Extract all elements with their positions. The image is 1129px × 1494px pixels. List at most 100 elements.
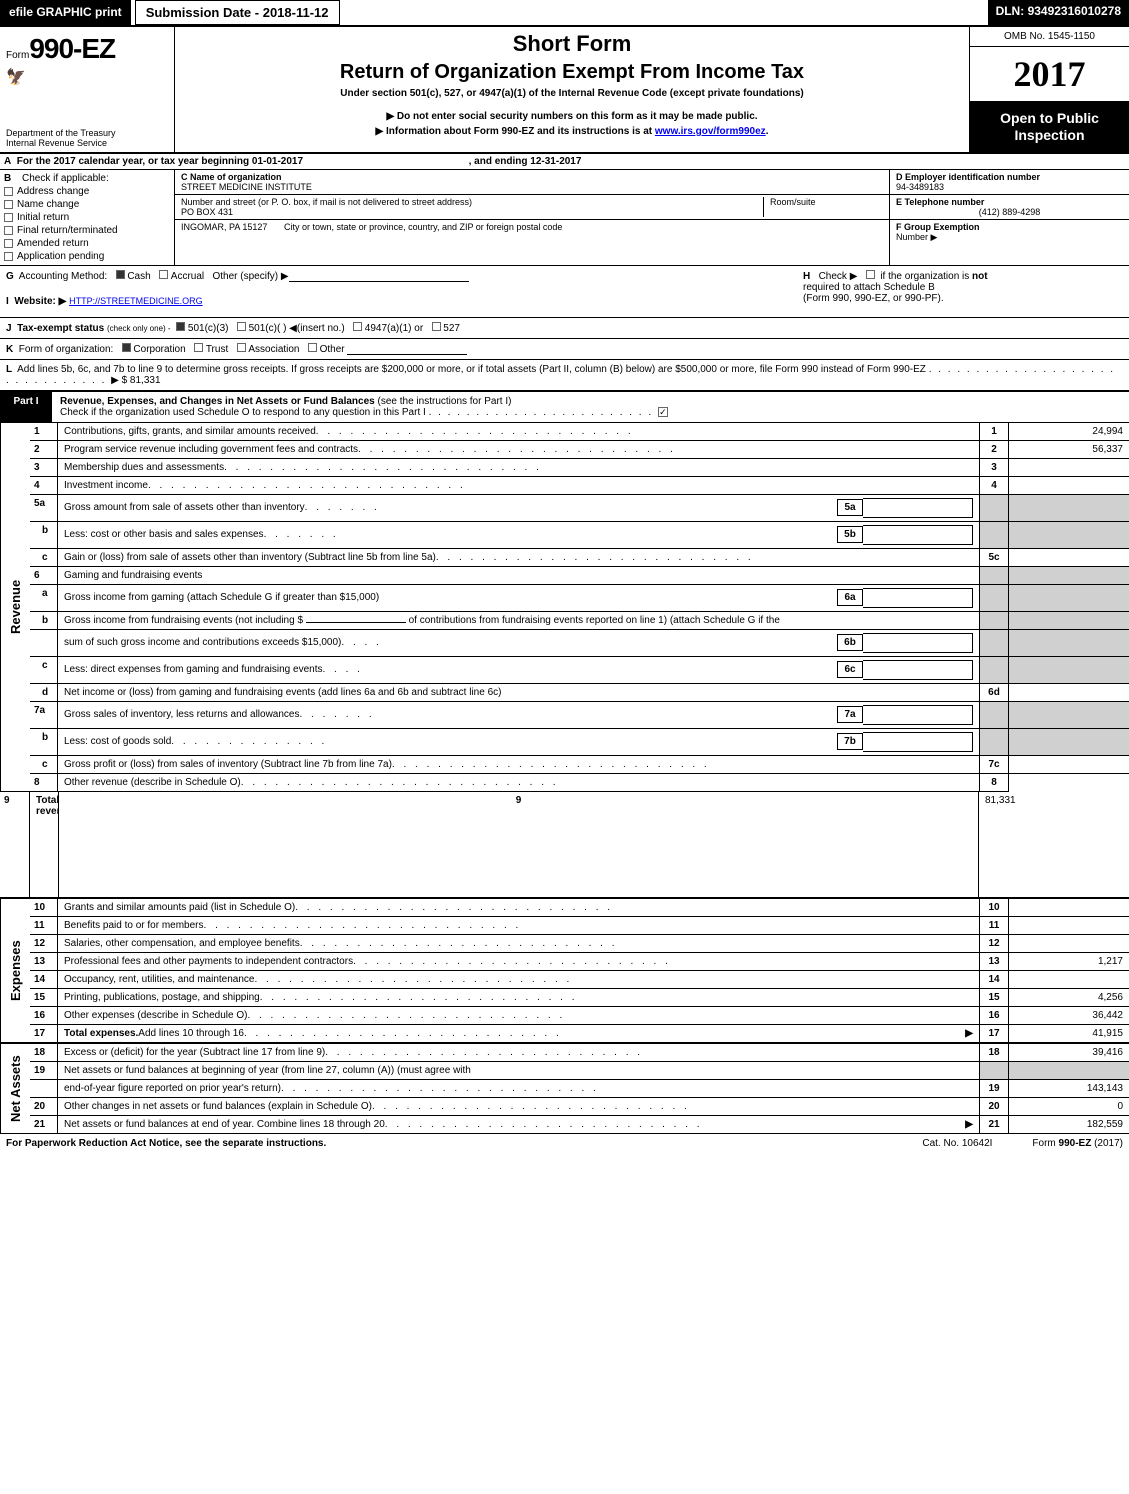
line-6-num: 6 xyxy=(30,566,58,584)
arrow-right-icon: ▶ xyxy=(965,1119,973,1130)
page-footer: For Paperwork Reduction Act Notice, see … xyxy=(0,1134,1129,1153)
line-6c-desc: Less: direct expenses from gaming and fu… xyxy=(64,664,322,675)
k-label: Form of organization: xyxy=(19,344,114,355)
line-5c-rnum: 5c xyxy=(979,548,1009,566)
b-letter: B xyxy=(4,173,11,184)
g-accrual: Accrual xyxy=(171,271,204,282)
g-other: Other (specify) ▶ xyxy=(213,271,289,282)
website-link[interactable]: HTTP://STREETMEDICINE.ORG xyxy=(69,296,203,306)
line-7a-num: 7a xyxy=(30,701,58,728)
open-public-line1: Open to Public xyxy=(974,110,1125,127)
j-sub: (check only one) - xyxy=(107,324,171,333)
omb-number: OMB No. 1545-1150 xyxy=(970,27,1129,47)
section-def: D Employer identification number 94-3489… xyxy=(889,170,1129,265)
h-text1: Check ▶ xyxy=(819,271,858,282)
instructions-link[interactable]: www.irs.gov/form990ez xyxy=(655,126,766,137)
line-7c-num: c xyxy=(30,755,58,773)
line-9-rnum: 9 xyxy=(58,791,979,897)
line-18-val: 39,416 xyxy=(1009,1044,1129,1061)
line-15-desc: Printing, publications, postage, and shi… xyxy=(64,992,260,1003)
line-17-desc: Total expenses. xyxy=(64,1028,138,1039)
k-opt1: Trust xyxy=(206,344,228,355)
checkbox-amended-return[interactable] xyxy=(4,239,13,248)
checkbox-application-pending[interactable] xyxy=(4,252,13,261)
checkbox-501c3[interactable] xyxy=(176,322,185,331)
checkbox-address-change[interactable] xyxy=(4,187,13,196)
checkbox-other-org[interactable] xyxy=(308,343,317,352)
line-19-rnum-shade xyxy=(979,1061,1009,1079)
checkbox-name-change[interactable] xyxy=(4,200,13,209)
line-12-rnum: 12 xyxy=(979,934,1009,952)
side-label-revenue: Revenue xyxy=(0,423,30,791)
checkbox-trust[interactable] xyxy=(194,343,203,352)
checkbox-schedule-o[interactable] xyxy=(658,407,668,417)
line-a-pre: For the 2017 calendar year, or tax year … xyxy=(17,156,252,167)
line-7b-inum: 7b xyxy=(837,733,863,750)
form-name-box: Form 990-EZ 🦅 Department of the Treasury… xyxy=(0,27,175,152)
line-6b-val-shade2 xyxy=(1009,629,1129,656)
line-7b-desc: Less: cost of goods sold xyxy=(64,736,171,747)
line-21-rnum: 21 xyxy=(979,1115,1009,1133)
line-13-rnum: 13 xyxy=(979,952,1009,970)
part1-check-text: Check if the organization used Schedule … xyxy=(60,407,426,418)
line-7b-num: b xyxy=(30,728,58,755)
checkbox-4947[interactable] xyxy=(353,322,362,331)
l-text: Add lines 5b, 6c, and 7b to line 9 to de… xyxy=(17,364,926,375)
checkbox-h[interactable] xyxy=(866,270,875,279)
line-18-num: 18 xyxy=(30,1044,58,1061)
checkbox-527[interactable] xyxy=(432,322,441,331)
line-7a-val-shade xyxy=(1009,701,1129,728)
line-3-rnum: 3 xyxy=(979,458,1009,476)
line-2-num: 2 xyxy=(30,440,58,458)
line-6b-num: b xyxy=(30,611,58,629)
efile-print-button[interactable]: efile GRAPHIC print xyxy=(0,0,131,25)
line-6a-val-shade xyxy=(1009,584,1129,611)
notice-instructions: ▶ Information about Form 990-EZ and its … xyxy=(183,126,961,137)
checkbox-accrual[interactable] xyxy=(159,270,168,279)
line-6d-desc: Net income or (loss) from gaming and fun… xyxy=(64,687,501,698)
line-6b-rnum-shade1 xyxy=(979,611,1009,629)
line-8-rnum: 8 xyxy=(979,773,1009,791)
line-6a-ival xyxy=(863,588,973,608)
checkbox-cash[interactable] xyxy=(116,270,125,279)
checkbox-initial-return[interactable] xyxy=(4,213,13,222)
footer-right-post: (2017) xyxy=(1091,1138,1123,1149)
checkbox-corporation[interactable] xyxy=(122,343,131,352)
part1-title-text: Revenue, Expenses, and Changes in Net As… xyxy=(60,396,378,407)
header-grid: Form 990-EZ 🦅 Department of the Treasury… xyxy=(0,27,1129,154)
line-13-desc: Professional fees and other payments to … xyxy=(64,956,353,967)
line-18-desc: Excess or (deficit) for the year (Subtra… xyxy=(64,1047,325,1058)
line-7b-rnum-shade xyxy=(979,728,1009,755)
side-label-netassets: Net Assets xyxy=(0,1044,30,1133)
section-l: L Add lines 5b, 6c, and 7b to line 9 to … xyxy=(0,360,1129,392)
k-letter: K xyxy=(6,344,13,355)
line-11-num: 11 xyxy=(30,916,58,934)
line-16-val: 36,442 xyxy=(1009,1006,1129,1024)
year-box: OMB No. 1545-1150 2017 Open to Public In… xyxy=(969,27,1129,152)
line-14-rnum: 14 xyxy=(979,970,1009,988)
h-text4: (Form 990, 990-EZ, or 990-PF). xyxy=(803,293,944,304)
line-6c-ival xyxy=(863,660,973,680)
checkbox-association[interactable] xyxy=(237,343,246,352)
line-a-begin: 01-01-2017 xyxy=(252,156,303,167)
f-label2: Number ▶ xyxy=(896,232,937,242)
line-12-num: 12 xyxy=(30,934,58,952)
line-18-rnum: 18 xyxy=(979,1044,1009,1061)
section-c: C Name of organization STREET MEDICINE I… xyxy=(175,170,889,265)
line-5b-ival xyxy=(863,525,973,545)
checkbox-501c[interactable] xyxy=(237,322,246,331)
line-7a-inum: 7a xyxy=(837,706,863,723)
line-6-val-shade xyxy=(1009,566,1129,584)
h-text3: required to attach Schedule B xyxy=(803,282,935,293)
form-page: efile GRAPHIC print Submission Date - 20… xyxy=(0,0,1129,1153)
line-5b-desc: Less: cost or other basis and sales expe… xyxy=(64,529,264,540)
c-addr: PO BOX 431 xyxy=(181,207,763,217)
j-opt3: 4947(a)(1) or xyxy=(365,323,423,334)
open-public-line2: Inspection xyxy=(974,127,1125,144)
line-16-num: 16 xyxy=(30,1006,58,1024)
line-21-val: 182,559 xyxy=(1009,1115,1129,1133)
checkbox-final-return[interactable] xyxy=(4,226,13,235)
line-9-val: 81,331 xyxy=(979,791,1009,897)
line-3-val xyxy=(1009,458,1129,476)
line-6-desc: Gaming and fundraising events xyxy=(64,570,202,581)
